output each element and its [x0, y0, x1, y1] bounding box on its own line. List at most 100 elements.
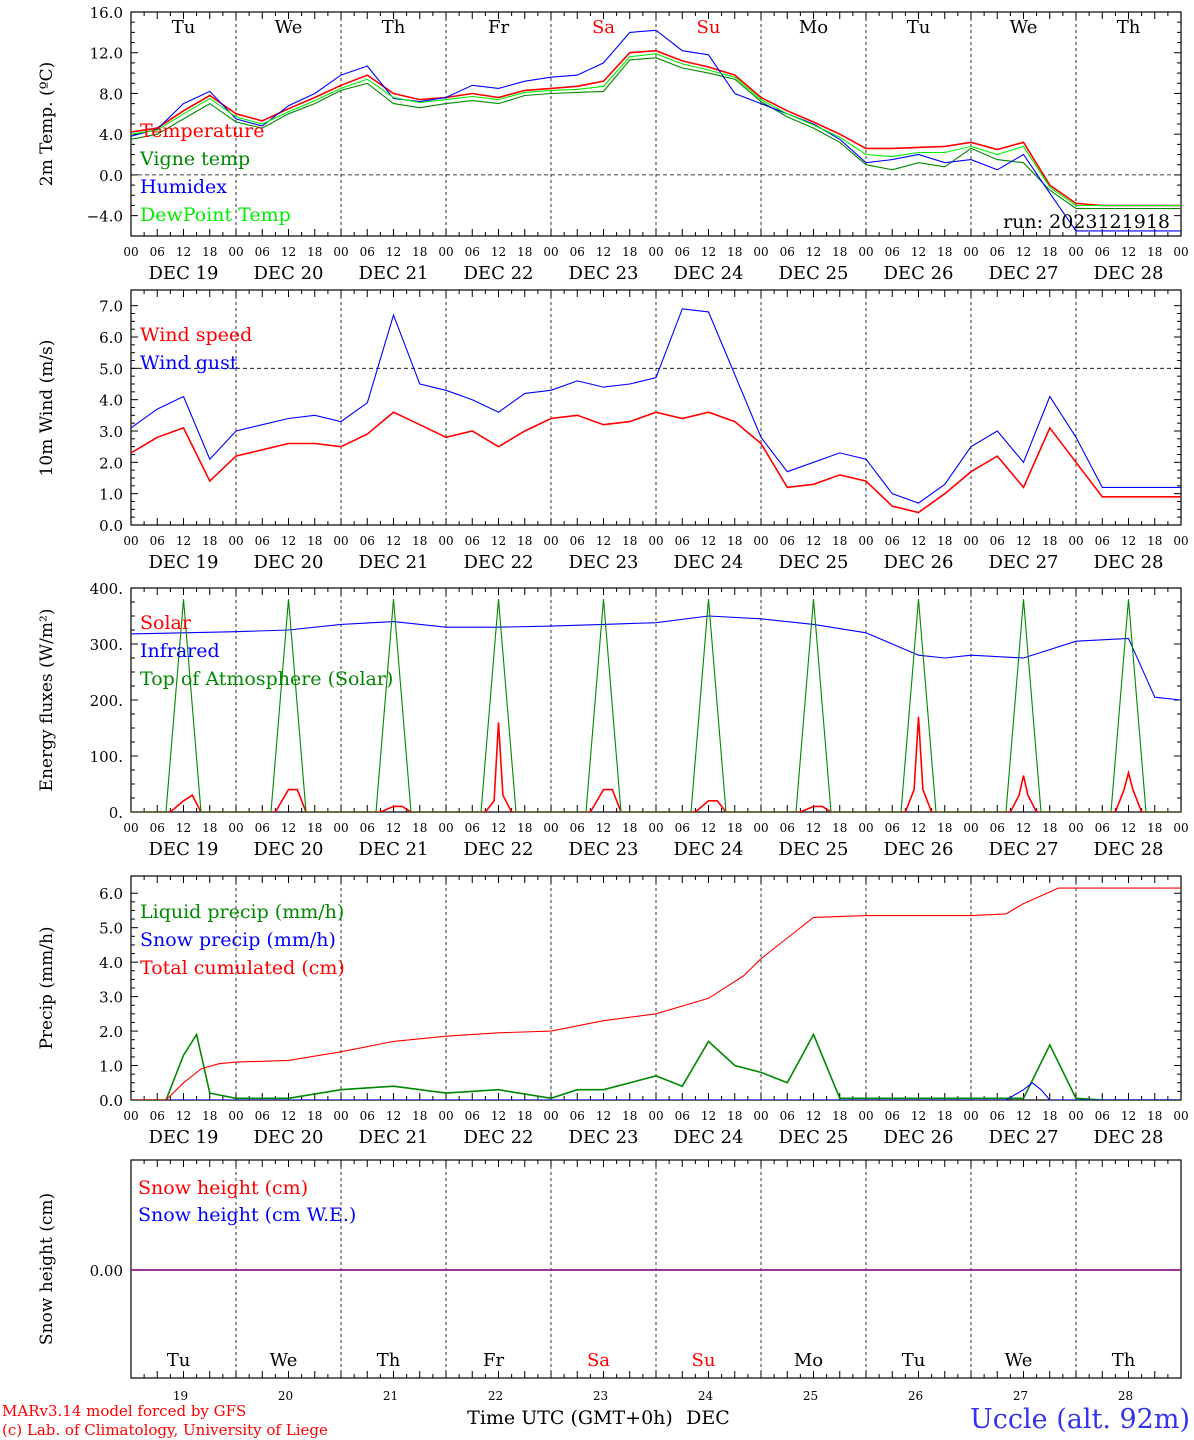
weekday-label: Fr	[483, 1350, 504, 1371]
y-tick-label: 0.0	[99, 1092, 123, 1110]
x-hour-label: 06	[255, 821, 270, 835]
x-hour-label: 00	[543, 1109, 558, 1123]
x-date-label: DEC 25	[779, 552, 849, 573]
x-hour-label: 18	[832, 1109, 847, 1123]
weekday-label: Fr	[488, 17, 509, 38]
x-hour-label: 00	[333, 1109, 348, 1123]
run-label: run: 2023121918	[1003, 211, 1170, 233]
day-number-label: 19	[173, 1389, 188, 1403]
x-hour-label: 12	[1016, 1109, 1031, 1123]
x-hour-label: 12	[281, 534, 296, 548]
x-hour-label: 06	[1095, 821, 1110, 835]
x-date-label: DEC 19	[149, 263, 219, 284]
y-axis-panel-4: 0.0 1.0 2.0 3.0 4.0 5.0 6.0 Precip (mm/h)	[37, 885, 1181, 1110]
x-hour-label: 00	[333, 534, 348, 548]
x-hour-label: 18	[1042, 245, 1057, 259]
x-date-label: DEC 20	[254, 1127, 324, 1148]
x-hour-label: 12	[386, 1109, 401, 1123]
x-date-label: DEC 27	[989, 1127, 1059, 1148]
day-number-label: 26	[908, 1389, 923, 1403]
x-hour-label: 00	[438, 534, 453, 548]
weekday-label: We	[1010, 17, 1038, 38]
x-hour-label: 00	[1173, 534, 1188, 548]
x-hour-label: 06	[570, 245, 585, 259]
x-date-label: DEC 22	[464, 839, 534, 860]
x-hour-label: 06	[1095, 245, 1110, 259]
x-hour-label: 00	[1173, 821, 1188, 835]
series-line-top-of-atmosphere-solar	[131, 599, 1181, 812]
x-date-label: DEC 26	[884, 263, 954, 284]
panel-frame-2	[130, 289, 1182, 526]
y-tick-label: 4.0	[99, 954, 123, 972]
x-axis-panel-3: 00 06 12 18 00 06 12 18 00 06 12 18 00 06 12 18 00 06 12 18…	[123, 588, 1189, 860]
x-hour-label: 06	[255, 534, 270, 548]
x-hour-label: 06	[780, 245, 795, 259]
x-hour-label: 12	[176, 534, 191, 548]
x-hour-label: 12	[1016, 821, 1031, 835]
weekday-label: We	[270, 1350, 298, 1371]
x-hour-label: 06	[675, 1109, 690, 1123]
x-hour-label: 18	[1042, 1109, 1057, 1123]
x-hour-label: 00	[228, 821, 243, 835]
legend-entry: Infrared	[140, 640, 220, 662]
x-hour-label: 12	[386, 534, 401, 548]
legend-entry: Solar	[140, 612, 192, 634]
y-tick-label: 0.0	[99, 517, 123, 535]
x-hour-label: 00	[438, 821, 453, 835]
y-tick-label: 400.	[90, 580, 123, 598]
x-hour-label: 00	[858, 1109, 873, 1123]
x-hour-label: 00	[963, 245, 978, 259]
x-hour-label: 00	[228, 1109, 243, 1123]
x-hour-label: 18	[622, 821, 637, 835]
x-hour-label: 12	[281, 1109, 296, 1123]
y-tick-label: 1.0	[99, 1058, 123, 1076]
y-tick-label: 4.0	[99, 392, 123, 410]
x-hour-label: 06	[1095, 534, 1110, 548]
weekday-labels-bottom: Tu 19 We 20 Th 21 Fr 22 Sa 23 Su 24 Mo 25 Tu 26 We 27 Th 28	[167, 1350, 1136, 1403]
x-hour-label: 06	[780, 1109, 795, 1123]
x-axis-panel-4: 00 06 12 18 00 06 12 18 00 06 12 18 00 06 12 18 00 06 12 18…	[123, 876, 1189, 1148]
x-hour-label: 06	[150, 245, 165, 259]
y-tick-label: 3.0	[99, 423, 123, 441]
x-hour-label: 18	[937, 821, 952, 835]
day-number-label: 23	[593, 1389, 608, 1403]
x-hour-label: 18	[517, 245, 532, 259]
weekday-label: Mo	[799, 17, 828, 38]
x-hour-label: 00	[438, 245, 453, 259]
y-axis-panel-3: 0. 100. 200. 300. 400. Energy fluxes (W/m²)	[37, 580, 1181, 822]
legend-entry: Humidex	[140, 176, 227, 198]
y-tick-label: 8.0	[99, 85, 123, 103]
y-tick-label: 6.0	[99, 885, 123, 903]
x-hour-label: 18	[307, 821, 322, 835]
x-hour-label: 06	[360, 534, 375, 548]
weekday-label: Tu	[902, 1350, 926, 1371]
x-axis-panel-1: 00 06 12 18 00 06 12 18 00 06 12 18 00 06 12 18 00 06 12 18…	[123, 12, 1189, 284]
x-hour-label: 12	[491, 1109, 506, 1123]
x-hour-label: 12	[596, 821, 611, 835]
x-date-label: DEC 28	[1094, 263, 1164, 284]
y-tick-label: 0.	[109, 804, 123, 822]
legend-entry: Vigne temp	[139, 148, 250, 170]
x-axis-month: DEC	[686, 1407, 730, 1429]
x-hour-label: 12	[911, 245, 926, 259]
x-hour-label: 00	[1068, 821, 1083, 835]
x-date-label: DEC 19	[149, 839, 219, 860]
x-hour-label: 06	[990, 534, 1005, 548]
x-hour-label: 00	[858, 821, 873, 835]
weekday-label: Su	[697, 17, 721, 38]
x-hour-label: 12	[701, 245, 716, 259]
x-date-label: DEC 22	[464, 552, 534, 573]
x-hour-label: 00	[228, 534, 243, 548]
x-hour-label: 06	[360, 821, 375, 835]
x-hour-label: 00	[963, 821, 978, 835]
x-hour-label: 12	[806, 821, 821, 835]
x-hour-label: 12	[911, 821, 926, 835]
x-hour-label: 00	[963, 534, 978, 548]
x-hour-label: 00	[123, 821, 138, 835]
x-hour-label: 18	[202, 1109, 217, 1123]
day-number-label: 20	[278, 1389, 293, 1403]
x-hour-label: 12	[701, 821, 716, 835]
x-hour-label: 06	[150, 534, 165, 548]
y-tick-label: 3.0	[99, 989, 123, 1007]
x-hour-label: 06	[990, 821, 1005, 835]
